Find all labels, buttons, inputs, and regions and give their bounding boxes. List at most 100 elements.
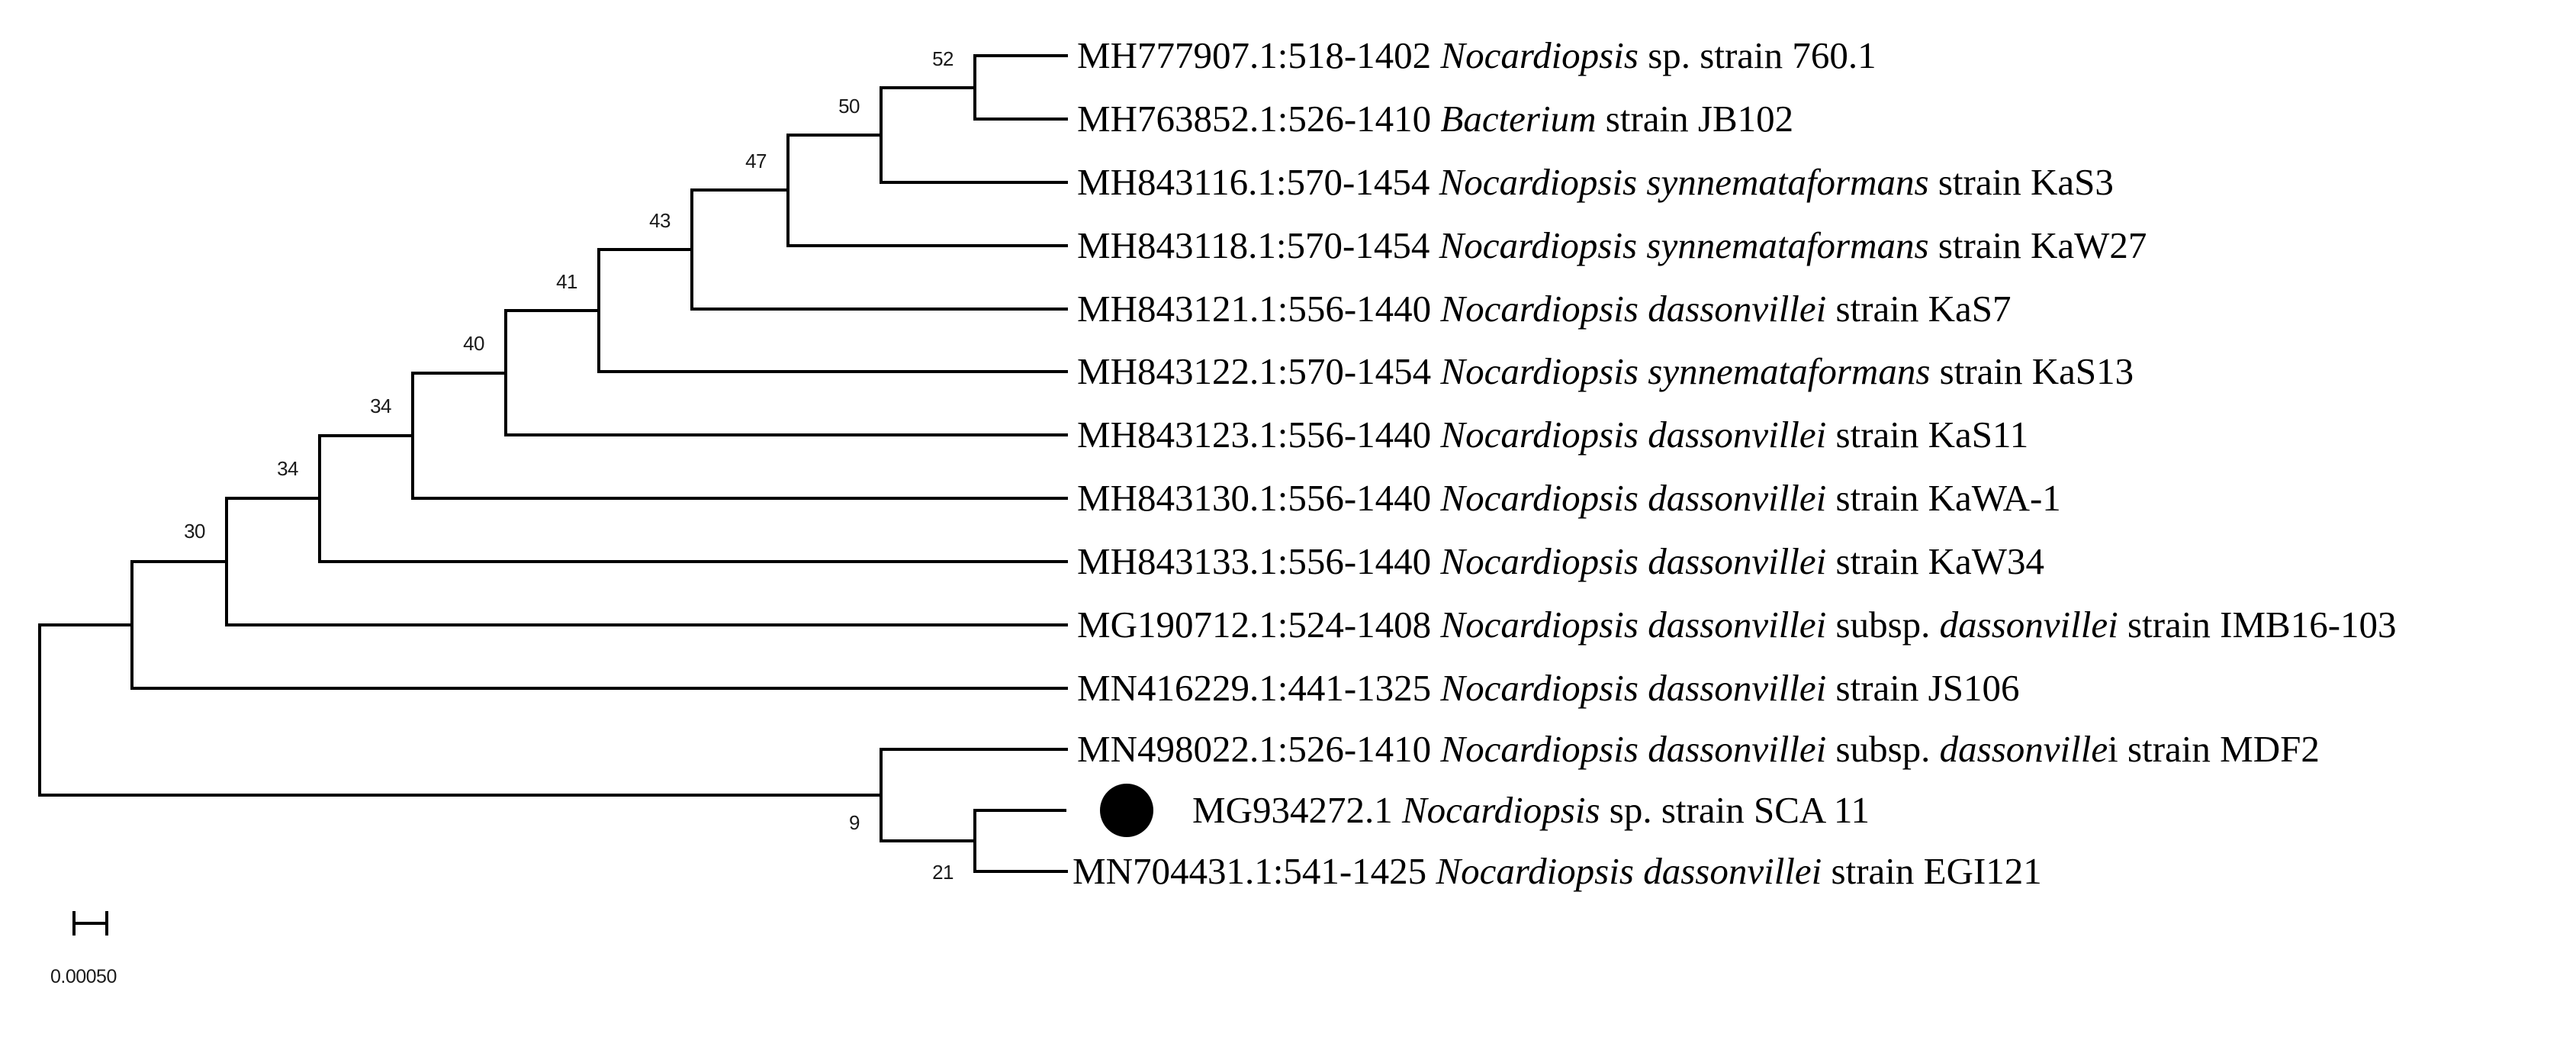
branch-line [132, 687, 1068, 690]
query-strain-marker-icon [1100, 784, 1153, 837]
taxon-label: MH843123.1:556-1440 Nocardiopsis dassonv… [1077, 412, 2028, 458]
scale-bar-tick [72, 911, 76, 936]
taxon-name-italic: Nocardiopsis dassonvillei [1436, 850, 1822, 892]
taxon-label: MG190712.1:524-1408 Nocardiopsis dassonv… [1077, 602, 2397, 648]
branch-line [975, 809, 1066, 812]
taxon-name-italic: Nocardiopsis dassonvillei [1440, 414, 1827, 456]
branch-line [227, 623, 1068, 626]
taxon-name-italic: Nocardiopsis synnemataformans [1439, 224, 1929, 266]
branch-line [692, 308, 1068, 311]
bootstrap-value: 21 [932, 861, 954, 884]
taxon-name-text: MN704431.1:541-1425 [1073, 850, 1436, 892]
taxon-name-text: subsp. [1826, 604, 1940, 646]
taxon-label: MH843130.1:556-1440 Nocardiopsis dassonv… [1077, 475, 2061, 521]
branch-line [881, 181, 1068, 184]
taxon-name-italic: Nocardiopsis [1401, 789, 1600, 831]
taxon-name-text: sp. strain 760.1 [1638, 34, 1877, 76]
taxon-label: MH843122.1:570-1454 Nocardiopsis synnema… [1077, 349, 2134, 395]
taxon-label: MN498022.1:526-1410 Nocardiopsis dassonv… [1077, 726, 2320, 772]
taxon-label: MN704431.1:541-1425 Nocardiopsis dassonv… [1073, 849, 2042, 894]
branch-line [413, 371, 506, 375]
taxon-name-text: MH843130.1:556-1440 [1077, 477, 1441, 519]
branch-line [132, 560, 227, 564]
taxon-name-italic: Nocardiopsis dassonvillei [1440, 604, 1827, 646]
bootstrap-value: 47 [745, 150, 767, 172]
taxon-name-italic: dassonville [1939, 728, 2108, 770]
taxon-name-text: MG934272.1 [1192, 789, 1402, 831]
bootstrap-value: 40 [463, 332, 484, 355]
branch-line [690, 188, 693, 311]
branch-line [599, 248, 692, 252]
branch-line [975, 118, 1068, 121]
branch-line [227, 497, 320, 501]
taxon-name-text: MN498022.1:526-1410 [1077, 728, 1441, 770]
taxon-name-italic: Bacterium [1440, 98, 1597, 140]
taxon-name-text: strain KaWA-1 [1826, 477, 2061, 519]
taxon-label: MG934272.1 Nocardiopsis sp. strain SCA 1… [1192, 787, 1870, 833]
taxon-name-italic: dassonvillei [1939, 604, 2118, 646]
taxon-name-text: strain KaS3 [1928, 161, 2114, 203]
taxon-label: MH843121.1:556-1440 Nocardiopsis dassonv… [1077, 286, 2012, 332]
taxon-name-text: sp. strain SCA 11 [1600, 789, 1870, 831]
taxon-name-text: i strain MDF2 [2108, 728, 2320, 770]
branch-line [38, 623, 41, 797]
taxon-name-italic: Nocardiopsis synnemataformans [1439, 161, 1929, 203]
branch-line [411, 371, 414, 500]
taxon-name-italic: Nocardiopsis dassonvillei [1440, 477, 1827, 519]
taxon-name-text: MH843133.1:556-1440 [1077, 540, 1441, 582]
branch-line [504, 309, 507, 436]
taxon-name-text: strain KaS11 [1826, 414, 2029, 456]
taxon-name-text: strain JS106 [1826, 667, 2020, 709]
taxon-name-italic: Nocardiopsis [1440, 34, 1639, 76]
scale-bar-tick [105, 911, 108, 936]
branch-line [786, 133, 790, 247]
bootstrap-value: 9 [849, 811, 860, 834]
branch-line [597, 248, 600, 373]
taxon-name-text: MH843118.1:570-1454 [1077, 224, 1439, 266]
taxon-name-italic: Nocardiopsis dassonvillei [1440, 288, 1827, 330]
taxon-name-text: MH843123.1:556-1440 [1077, 414, 1441, 456]
branch-line [40, 623, 132, 627]
branch-line [413, 497, 1068, 500]
taxon-name-text: strain KaW27 [1928, 224, 2147, 266]
taxon-label: MH777907.1:518-1402 Nocardiopsis sp. str… [1077, 33, 1877, 79]
branch-line [599, 370, 1068, 373]
branch-line [225, 497, 228, 626]
branch-line [506, 309, 599, 313]
taxon-name-text: MH843122.1:570-1454 [1077, 350, 1441, 392]
branch-line [788, 133, 881, 137]
bootstrap-value: 52 [932, 47, 954, 70]
taxon-label: MH763852.1:526-1410 Bacterium strain JB1… [1077, 96, 1793, 142]
branch-line [881, 85, 975, 89]
branch-line [130, 560, 133, 690]
taxon-name-text: strain KaS13 [1930, 350, 2134, 392]
bootstrap-value: 34 [277, 457, 298, 480]
taxon-name-text: strain EGI121 [1822, 850, 2042, 892]
branch-line [320, 560, 1068, 563]
branch-line [881, 748, 1068, 751]
taxon-name-italic: Nocardiopsis dassonvillei [1440, 540, 1827, 582]
bootstrap-value: 34 [370, 395, 391, 417]
branch-line [692, 188, 788, 192]
taxon-name-text: MH777907.1:518-1402 [1077, 34, 1441, 76]
taxon-name-text: strain JB102 [1596, 98, 1794, 140]
bootstrap-value: 43 [649, 209, 671, 232]
branch-line [975, 54, 1068, 57]
bootstrap-value: 41 [556, 270, 577, 293]
branch-line [318, 433, 321, 563]
taxon-label: MH843133.1:556-1440 Nocardiopsis dassonv… [1077, 539, 2044, 585]
taxon-label: MN416229.1:441-1325 Nocardiopsis dassonv… [1077, 665, 2019, 711]
taxon-name-italic: Nocardiopsis dassonvillei [1440, 667, 1827, 709]
branch-line [880, 85, 883, 184]
taxon-label: MH843116.1:570-1454 Nocardiopsis synnema… [1077, 159, 2114, 205]
branch-line [881, 839, 975, 842]
taxon-name-text: MN416229.1:441-1325 [1077, 667, 1441, 709]
taxon-label: MH843118.1:570-1454 Nocardiopsis synnema… [1077, 223, 2147, 269]
taxon-name-text: strain KaW34 [1826, 540, 2045, 582]
branch-line [320, 433, 413, 437]
taxon-name-text: MH843121.1:556-1440 [1077, 288, 1441, 330]
taxon-name-italic: Nocardiopsis dassonvillei [1440, 728, 1827, 770]
branch-line [973, 54, 976, 121]
taxon-name-text: strain KaS7 [1826, 288, 2012, 330]
taxon-name-text: subsp. [1826, 728, 1940, 770]
